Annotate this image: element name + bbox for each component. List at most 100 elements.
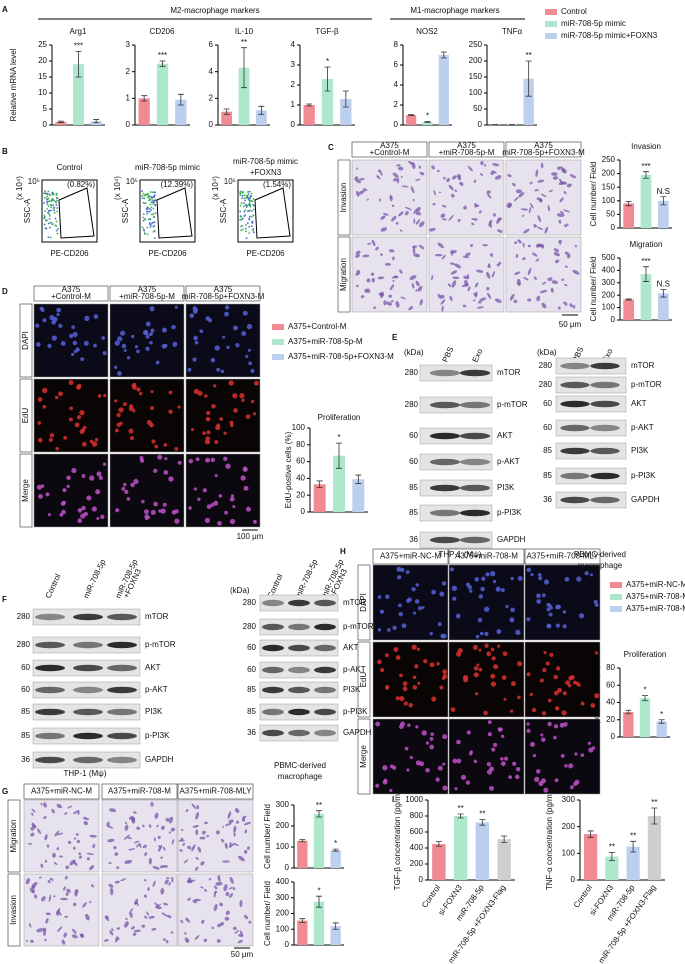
error-bar (355, 474, 362, 484)
cell (160, 508, 166, 514)
bar (55, 121, 67, 125)
cell (45, 917, 49, 924)
cell (379, 609, 384, 614)
cell (590, 573, 594, 577)
event-dot (240, 225, 243, 228)
cell (392, 280, 395, 282)
cell (483, 164, 487, 167)
blot-band (459, 484, 491, 492)
cell (146, 419, 152, 425)
cell (174, 305, 178, 309)
cell (399, 269, 403, 274)
chart-title: Proliferation (318, 413, 361, 422)
cell (415, 583, 419, 587)
cell (144, 852, 148, 856)
y-tick-label: 15 (38, 72, 47, 81)
cell (85, 913, 90, 921)
event-dot (53, 199, 55, 202)
cell (242, 466, 248, 472)
cell (469, 750, 473, 754)
error-bar (651, 807, 658, 825)
plot-title: +FOXN3 (250, 168, 282, 177)
cell (419, 299, 423, 306)
error-bar (625, 200, 632, 207)
cell (81, 474, 86, 478)
kda-label: 280 (405, 400, 419, 409)
y-tick-label: 2 (209, 93, 214, 102)
cell (442, 674, 448, 679)
cell (204, 517, 211, 524)
cell (123, 348, 127, 352)
lane-label: miR-708-5p (294, 558, 320, 600)
y-tick-label: 0 (394, 120, 399, 129)
axis-label: PE-CD206 (50, 249, 89, 258)
cell (517, 575, 523, 581)
cell (141, 499, 145, 504)
cell (430, 732, 434, 736)
y-tick-label: 150 (602, 182, 616, 191)
axis-max: 10⁵ (28, 177, 40, 186)
blot-band (35, 613, 65, 621)
cell (454, 189, 458, 193)
cell (124, 859, 133, 864)
event-dot (245, 197, 248, 199)
blot-band (73, 708, 103, 716)
cell (412, 675, 417, 680)
y-tick-label: 0 (291, 120, 296, 129)
event-dot (45, 192, 48, 195)
cell (210, 502, 215, 507)
cell (232, 393, 238, 399)
gate (254, 187, 291, 239)
cell (86, 852, 94, 856)
event-dot (49, 236, 52, 239)
cell (360, 295, 365, 299)
event-dot (253, 204, 255, 207)
cell (134, 898, 139, 905)
cell (513, 299, 518, 304)
cell (475, 291, 478, 299)
event-dot (153, 237, 156, 240)
cell (522, 257, 526, 261)
cell (442, 762, 446, 766)
cell (539, 244, 545, 248)
cell (397, 166, 404, 171)
cell (407, 723, 411, 727)
event-dot (56, 210, 59, 213)
cell (177, 405, 181, 409)
cell (441, 305, 444, 312)
cell (71, 467, 77, 474)
cell (584, 571, 589, 576)
event-dot (51, 198, 54, 201)
bar (255, 110, 267, 125)
y-tick-label: 1 (291, 100, 296, 109)
cell (59, 855, 63, 858)
cell (377, 595, 382, 599)
cell (79, 409, 85, 416)
cell (160, 856, 163, 859)
cell (37, 421, 42, 425)
bar (321, 79, 334, 125)
bar (657, 200, 669, 228)
blot-band (35, 708, 65, 716)
cell (558, 181, 565, 186)
cell (587, 741, 592, 745)
cell (401, 185, 409, 188)
event-dot (44, 210, 46, 212)
cell (436, 661, 440, 666)
cell (578, 613, 585, 619)
cell (452, 276, 460, 280)
cell (378, 169, 383, 176)
cell (547, 721, 552, 727)
cell (371, 277, 375, 283)
cell (454, 787, 458, 791)
cell (151, 439, 156, 444)
cell (469, 589, 473, 593)
cell (402, 681, 408, 687)
cell (429, 662, 435, 668)
blot-band (262, 666, 284, 674)
cell (510, 576, 514, 581)
cell (168, 476, 174, 482)
cell (148, 915, 155, 919)
cell (412, 246, 416, 255)
cell (538, 197, 542, 202)
